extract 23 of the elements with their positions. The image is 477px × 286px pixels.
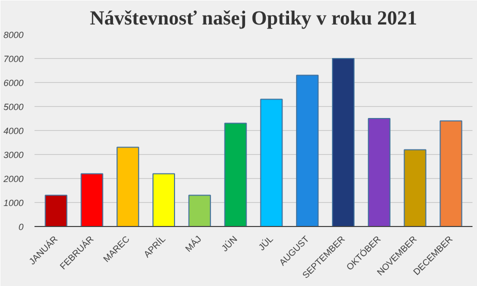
bar bbox=[116, 146, 140, 226]
y-tick-label: 7000 bbox=[3, 54, 24, 64]
y-tick-label: 4000 bbox=[3, 126, 24, 136]
x-tick-label: JÚL bbox=[256, 234, 275, 252]
bar bbox=[152, 173, 176, 226]
bar bbox=[296, 74, 319, 226]
y-tick-label: 6000 bbox=[3, 78, 24, 88]
bar bbox=[260, 98, 283, 226]
y-tick-label: 8000 bbox=[3, 30, 24, 40]
bar bbox=[188, 194, 211, 226]
y-tick-label: 0 bbox=[18, 222, 24, 232]
bar bbox=[224, 122, 247, 226]
bar bbox=[368, 118, 390, 226]
y-tick-label: 2000 bbox=[2, 174, 24, 184]
y-tick-label: 1000 bbox=[3, 198, 24, 208]
y-tick-label: 5000 bbox=[3, 102, 24, 112]
bar bbox=[332, 58, 355, 226]
chart-title: Návštevnosť našej Optiky v roku 2021 bbox=[90, 8, 418, 30]
bar bbox=[404, 149, 426, 226]
bar bbox=[80, 173, 104, 226]
bar bbox=[440, 120, 462, 226]
bar bbox=[44, 194, 68, 226]
y-tick-label: 3000 bbox=[3, 150, 24, 160]
